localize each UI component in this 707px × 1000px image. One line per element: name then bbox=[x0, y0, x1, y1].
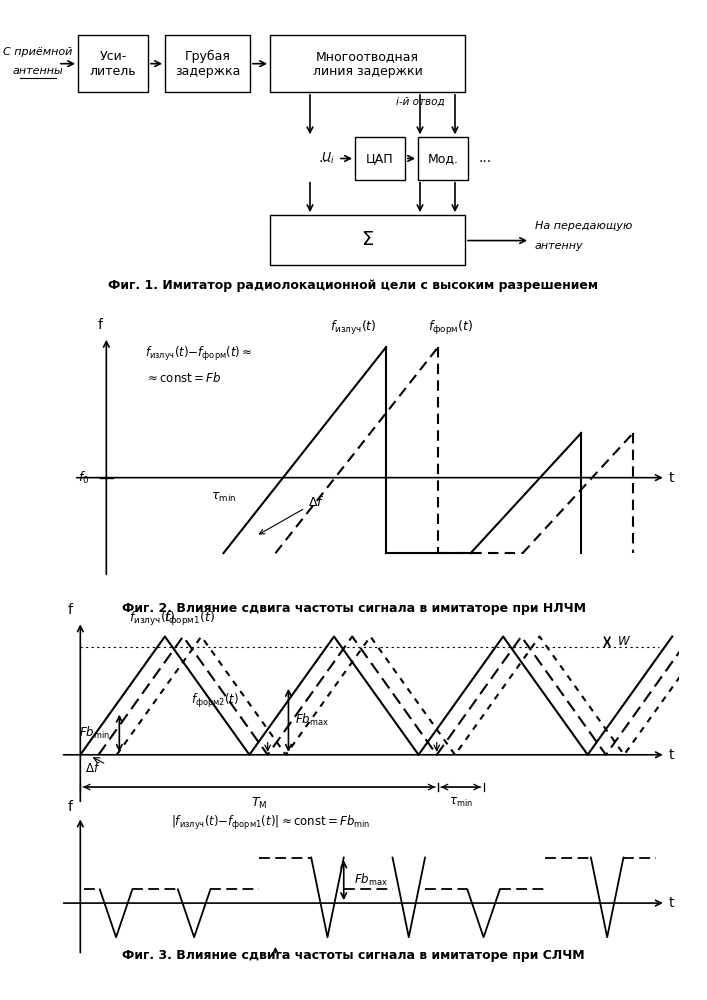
Bar bbox=[418, 137, 468, 180]
Text: антенну: антенну bbox=[535, 241, 583, 251]
Text: $f_{\rm форм1}(t)$: $f_{\rm форм1}(t)$ bbox=[164, 610, 215, 628]
Text: $\tau_{\min}$: $\tau_{\min}$ bbox=[211, 491, 236, 504]
Bar bbox=[270, 215, 465, 265]
Text: $U_i$: $U_i$ bbox=[322, 151, 335, 166]
Text: Мод.: Мод. bbox=[428, 152, 459, 165]
Text: $f_{\rm форм2}(t)$: $f_{\rm форм2}(t)$ bbox=[191, 692, 239, 710]
Text: $\tau_{\min}$: $\tau_{\min}$ bbox=[449, 796, 473, 809]
Text: t: t bbox=[669, 896, 674, 910]
Bar bbox=[165, 35, 250, 92]
Text: ...: ... bbox=[318, 151, 332, 165]
Text: t: t bbox=[669, 748, 674, 762]
Text: $\Delta f$: $\Delta f$ bbox=[86, 761, 101, 775]
Text: f: f bbox=[68, 800, 73, 814]
Text: $Fb_{\max}$: $Fb_{\max}$ bbox=[354, 872, 387, 888]
Text: f: f bbox=[68, 603, 73, 617]
Text: ...: ... bbox=[479, 151, 491, 165]
Text: $\approx {\rm const}{=}Fb$: $\approx {\rm const}{=}Fb$ bbox=[146, 371, 222, 385]
Text: Фиг. 3. Влияние сдвига частоты сигнала в имитаторе при СЛЧМ: Фиг. 3. Влияние сдвига частоты сигнала в… bbox=[122, 949, 585, 962]
Text: $f_{\rm форм}(t)$: $f_{\rm форм}(t)$ bbox=[428, 319, 474, 337]
Bar bbox=[78, 35, 148, 92]
Bar bbox=[355, 137, 405, 180]
Text: Фиг. 2. Влияние сдвига частоты сигнала в имитаторе при НЛЧМ: Фиг. 2. Влияние сдвига частоты сигнала в… bbox=[122, 602, 585, 615]
Text: $\Delta f$: $\Delta f$ bbox=[259, 495, 325, 534]
Text: $f_{\rm излуч}(t)$: $f_{\rm излуч}(t)$ bbox=[129, 610, 175, 628]
Text: $f_{\rm излуч}(t)$: $f_{\rm излуч}(t)$ bbox=[330, 319, 377, 337]
Text: антенны: антенны bbox=[13, 66, 64, 76]
Text: $T_{\rm M}$: $T_{\rm M}$ bbox=[251, 796, 267, 811]
Text: Грубая
задержка: Грубая задержка bbox=[175, 50, 240, 78]
Text: $f_0$: $f_0$ bbox=[78, 470, 89, 486]
Text: Уси-
литель: Уси- литель bbox=[90, 50, 136, 78]
Text: Многоотводная
линия задержки: Многоотводная линия задержки bbox=[312, 50, 422, 78]
Text: На передающую: На передающую bbox=[535, 221, 632, 231]
Text: t: t bbox=[669, 471, 674, 485]
Text: Σ: Σ bbox=[361, 230, 373, 249]
Text: $|f_{\rm излуч}(t){-}f_{\rm форм1}(t)| \approx {\rm const} = Fb_{\min}$: $|f_{\rm излуч}(t){-}f_{\rm форм1}(t)| \… bbox=[171, 814, 370, 832]
Text: $W$: $W$ bbox=[617, 635, 631, 648]
Text: С приёмной: С приёмной bbox=[4, 47, 73, 57]
Bar bbox=[270, 35, 465, 92]
Text: $Fb_{\min}$: $Fb_{\min}$ bbox=[78, 725, 110, 741]
Text: ЦАП: ЦАП bbox=[366, 152, 394, 165]
Text: f: f bbox=[98, 318, 103, 332]
Text: Фиг. 1. Имитатор радиолокационной цели с высоким разрешением: Фиг. 1. Имитатор радиолокационной цели с… bbox=[108, 279, 598, 292]
Text: i-й отвод: i-й отвод bbox=[396, 97, 444, 107]
Text: $f_{\rm излуч}(t){-}f_{\rm форм}(t) \approx$: $f_{\rm излуч}(t){-}f_{\rm форм}(t) \app… bbox=[146, 345, 253, 363]
Text: $Fb_{\max}$: $Fb_{\max}$ bbox=[295, 712, 329, 728]
